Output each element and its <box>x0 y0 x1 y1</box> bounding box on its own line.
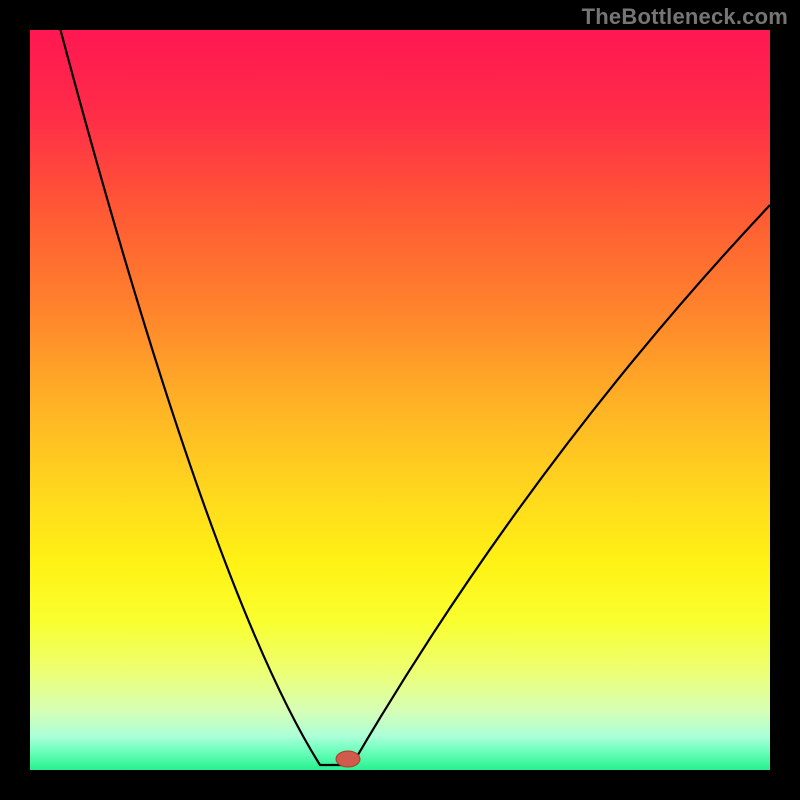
watermark-text: TheBottleneck.com <box>582 4 788 30</box>
bottleneck-chart <box>0 0 800 800</box>
plot-area <box>30 30 770 770</box>
min-marker <box>336 751 360 767</box>
chart-container: TheBottleneck.com <box>0 0 800 800</box>
